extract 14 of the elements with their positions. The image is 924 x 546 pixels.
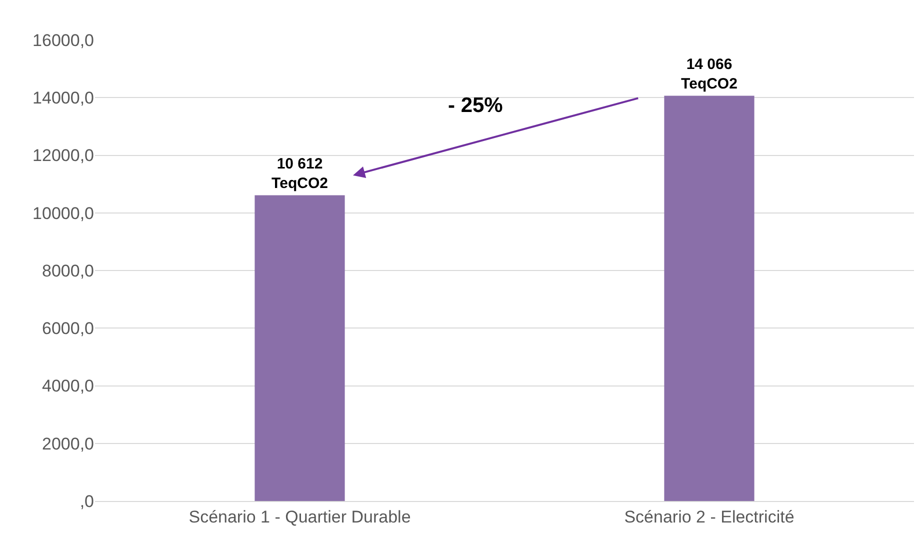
y-tick-label: 6000,0: [42, 319, 94, 338]
y-tick-label: 4000,0: [42, 376, 94, 396]
y-tick-label: 14000,0: [32, 88, 94, 108]
data-label: 10 612 TeqCO2: [272, 156, 328, 192]
y-tick-label: 8000,0: [42, 261, 94, 280]
y-tick-label: 16000,0: [32, 30, 94, 50]
annotation: - 25%: [448, 94, 504, 117]
x-tick-label: Scénario 1 - Quartier Durable: [188, 507, 411, 526]
y-tick-label: 2000,0: [42, 434, 94, 454]
y-tick-label: 10000,0: [32, 204, 94, 223]
y-tick-label: ,0: [80, 492, 94, 511]
y-tick-label: 12000,0: [32, 146, 94, 166]
data-label: 14 066 TeqCO2: [681, 56, 738, 93]
x-tick-label: Scénario 2 - Electricité: [624, 507, 794, 526]
